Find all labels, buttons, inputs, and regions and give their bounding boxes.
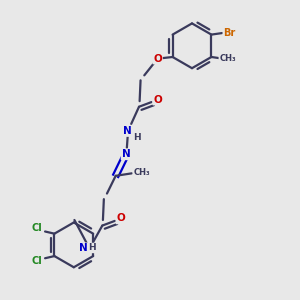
Text: CH₃: CH₃ — [133, 168, 150, 177]
Text: Cl: Cl — [32, 224, 42, 233]
Text: H: H — [88, 244, 95, 253]
Text: Cl: Cl — [32, 256, 42, 266]
Text: Br: Br — [223, 28, 236, 38]
Text: O: O — [153, 94, 162, 105]
Text: O: O — [117, 213, 125, 224]
Text: CH₃: CH₃ — [219, 54, 236, 63]
Text: O: O — [153, 54, 162, 64]
Text: N: N — [122, 149, 130, 159]
Text: N: N — [123, 126, 132, 136]
Text: H: H — [133, 133, 141, 142]
Text: N: N — [79, 243, 88, 253]
